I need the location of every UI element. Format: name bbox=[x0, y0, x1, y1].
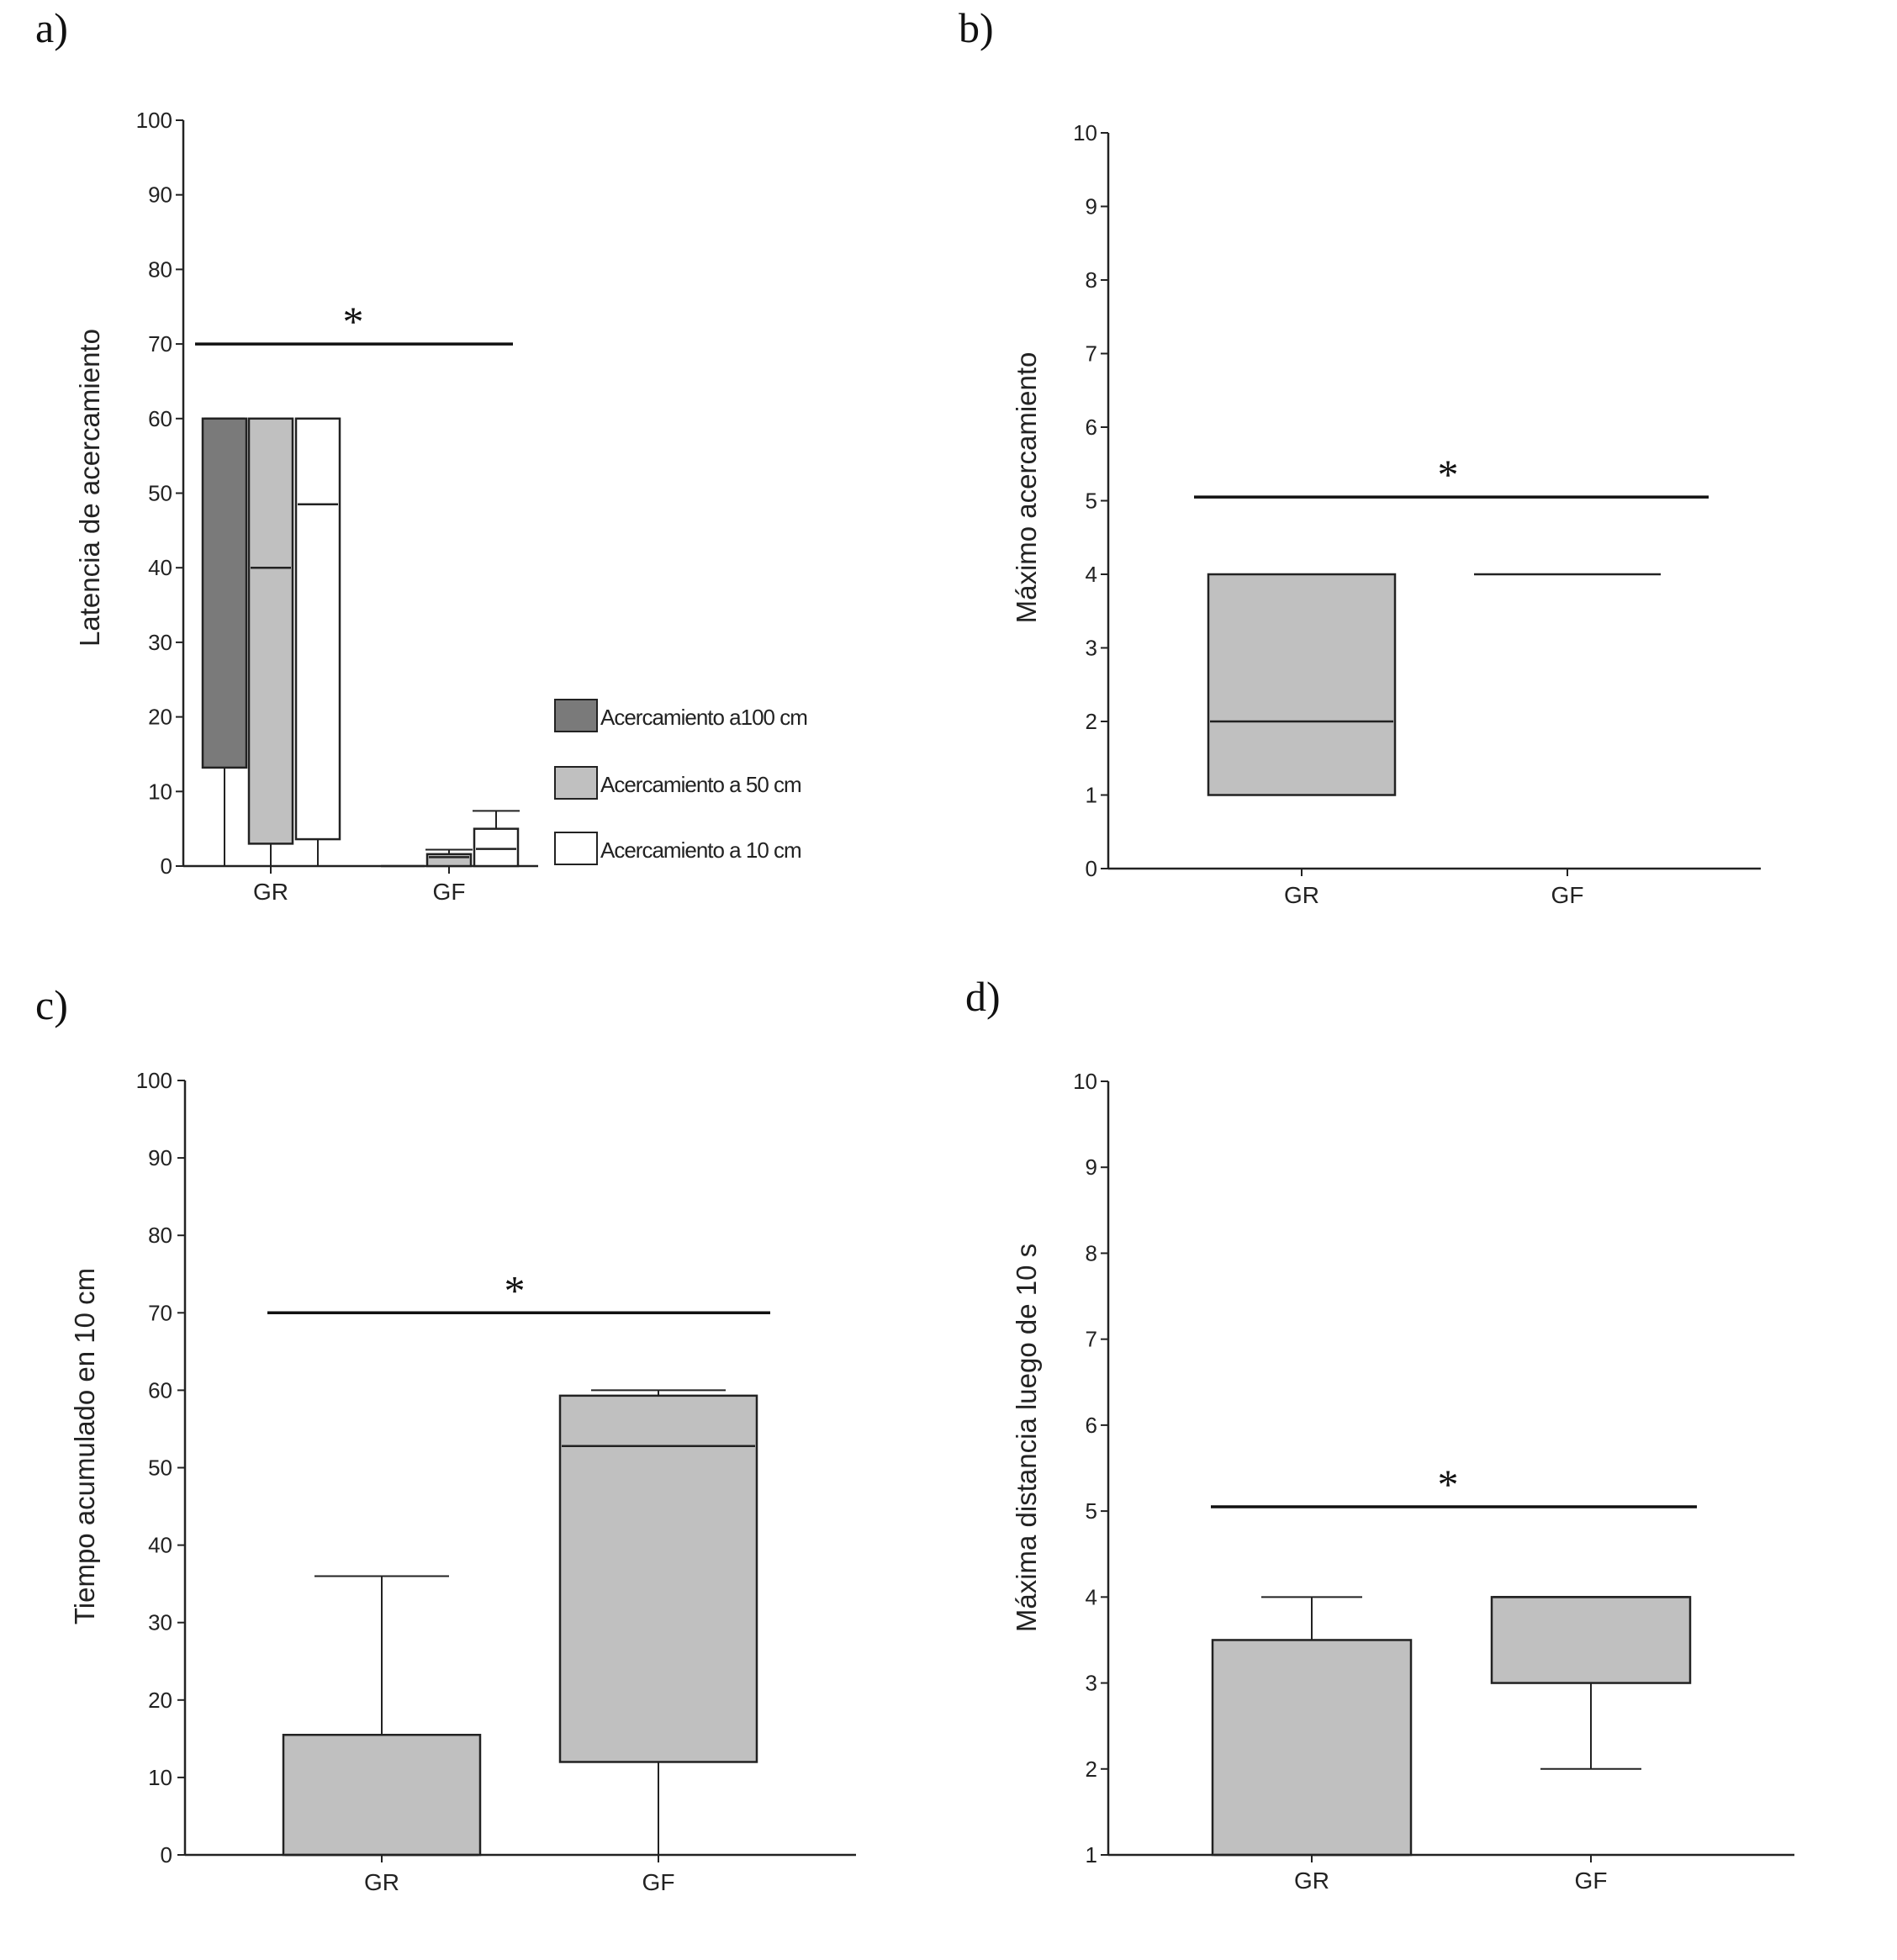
legend-swatch-50cm bbox=[554, 766, 598, 800]
y-tick-label: 8 bbox=[1086, 267, 1097, 293]
box-GR-0 bbox=[201, 417, 248, 866]
y-tick-label: 10 bbox=[148, 779, 172, 804]
x-tick-label: GF bbox=[1551, 882, 1584, 908]
legend-a: Acercamiento a100 cm Acercamiento a 50 c… bbox=[554, 699, 808, 865]
x-tick-label: GF bbox=[1575, 1868, 1608, 1894]
y-tick-label: 4 bbox=[1086, 562, 1097, 587]
y-tick-label: 0 bbox=[1086, 856, 1097, 881]
y-axis-title-d: Máxima distancia luego de 10 s bbox=[1011, 1244, 1042, 1632]
box-GF-2 bbox=[473, 810, 520, 868]
panel-label-c: c) bbox=[35, 981, 68, 1028]
y-tick-label: 80 bbox=[148, 256, 172, 282]
y-tick-label: 70 bbox=[148, 331, 172, 357]
x-tick-label: GF bbox=[433, 879, 466, 905]
y-tick-label: 70 bbox=[148, 1300, 172, 1325]
y-tick-label: 50 bbox=[148, 1455, 172, 1481]
box-GR-2 bbox=[294, 417, 341, 866]
significance-star: * bbox=[1438, 451, 1459, 498]
box-GR-1 bbox=[247, 417, 294, 866]
plot-area-d: 1 2 3 4 5 6 7 8 9 10 GR GF * bbox=[1073, 1069, 1794, 1894]
y-tick-label: 100 bbox=[136, 108, 172, 133]
y-tick-label: 40 bbox=[148, 1533, 172, 1558]
y-tick-label: 5 bbox=[1086, 489, 1097, 514]
y-tick-label: 10 bbox=[1073, 120, 1097, 145]
y-tick-label: 90 bbox=[148, 182, 172, 208]
panel-label-b: b) bbox=[959, 4, 994, 51]
y-tick-label: 3 bbox=[1086, 636, 1097, 661]
box-body bbox=[558, 1394, 758, 1763]
panel-d: d) Máxima distancia luego de 10 s 1 2 3 4 5 6… bbox=[965, 973, 1794, 1894]
panel-c: c) Tiempo acumulado en 10 cm 0 10 20 30 40 50… bbox=[35, 981, 856, 1895]
box-body bbox=[294, 417, 341, 841]
y-tick-label: 0 bbox=[161, 1842, 172, 1868]
legend-swatch-10cm bbox=[554, 832, 598, 865]
y-tick-label: 3 bbox=[1086, 1671, 1097, 1696]
legend-label-100cm: Acercamiento a100 cm bbox=[600, 705, 807, 730]
panel-b: b) Máximo acercamiento 0 1 2 3 4 5 6 7 8 9 10 GR GF * bbox=[959, 4, 1761, 908]
plot-area-b: 0 1 2 3 4 5 6 7 8 9 10 GR GF * bbox=[1073, 120, 1761, 908]
box-GF-1 bbox=[425, 848, 473, 868]
y-tick-label: 10 bbox=[1073, 1069, 1097, 1094]
y-tick-label: 8 bbox=[1086, 1240, 1097, 1265]
y-tick-label: 6 bbox=[1086, 415, 1097, 440]
x-tick-label: GF bbox=[642, 1869, 675, 1895]
y-tick-label: 4 bbox=[1086, 1584, 1097, 1609]
y-axis-title-b: Máximo acercamiento bbox=[1011, 352, 1042, 624]
y-tick-label: 50 bbox=[148, 481, 172, 506]
y-tick-label: 2 bbox=[1086, 1757, 1097, 1782]
plot-area-c: 0 10 20 30 40 50 60 70 80 90 100 GR GF * bbox=[136, 1068, 856, 1895]
y-tick-label: 10 bbox=[148, 1765, 172, 1790]
legend-label-50cm: Acercamiento a 50 cm bbox=[600, 772, 801, 797]
significance-star: * bbox=[505, 1266, 526, 1313]
box-body bbox=[1207, 573, 1397, 796]
y-axis-title-a: Latencia de acercamiento bbox=[74, 329, 105, 647]
y-tick-label: 60 bbox=[148, 406, 172, 431]
legend-swatch-100cm bbox=[554, 699, 598, 732]
y-tick-label: 90 bbox=[148, 1145, 172, 1170]
y-tick-label: 60 bbox=[148, 1377, 172, 1403]
y-tick-label: 7 bbox=[1086, 341, 1097, 367]
y-tick-label: 0 bbox=[161, 853, 172, 879]
y-tick-label: 9 bbox=[1086, 194, 1097, 219]
plot-area-a: 0 10 20 30 40 50 60 70 80 90 100 GR GF * bbox=[136, 108, 538, 905]
y-tick-label: 20 bbox=[148, 1688, 172, 1713]
y-tick-label: 100 bbox=[136, 1068, 172, 1093]
box-GR-0 bbox=[282, 1575, 482, 1857]
y-tick-label: 1 bbox=[1086, 783, 1097, 808]
x-tick-label: GR bbox=[253, 879, 288, 905]
y-tick-label: 30 bbox=[148, 630, 172, 655]
y-tick-label: 30 bbox=[148, 1610, 172, 1635]
y-tick-label: 6 bbox=[1086, 1413, 1097, 1438]
box-body bbox=[247, 417, 294, 845]
box-GR-0 bbox=[1211, 1596, 1413, 1857]
x-tick-label: GR bbox=[364, 1869, 399, 1895]
y-tick-label: 20 bbox=[148, 705, 172, 730]
box-GF-0 bbox=[1490, 1596, 1692, 1770]
x-tick-label: GR bbox=[1284, 882, 1319, 908]
box-body bbox=[1490, 1596, 1692, 1684]
y-axis-title-c: Tiempo acumulado en 10 cm bbox=[69, 1268, 100, 1625]
significance-star: * bbox=[1438, 1461, 1459, 1508]
panel-label-a: a) bbox=[35, 4, 68, 51]
y-tick-label: 80 bbox=[148, 1223, 172, 1248]
panel-label-d: d) bbox=[965, 973, 1001, 1020]
y-tick-label: 9 bbox=[1086, 1154, 1097, 1180]
y-tick-label: 2 bbox=[1086, 709, 1097, 734]
y-tick-label: 40 bbox=[148, 555, 172, 580]
y-tick-label: 5 bbox=[1086, 1498, 1097, 1524]
x-tick-label: GR bbox=[1294, 1868, 1329, 1894]
box-body bbox=[473, 827, 520, 868]
box-body bbox=[425, 853, 473, 868]
box-body bbox=[201, 417, 248, 769]
box-body bbox=[282, 1733, 482, 1857]
box-GR-0 bbox=[1207, 573, 1397, 796]
box-body bbox=[1211, 1639, 1413, 1857]
legend-label-10cm: Acercamiento a 10 cm bbox=[600, 837, 801, 863]
panel-a: a) Latencia de acercamiento 0 10 20 30 40 50 6… bbox=[35, 4, 808, 905]
y-tick-label: 7 bbox=[1086, 1327, 1097, 1352]
box-GF-0 bbox=[558, 1389, 758, 1855]
y-tick-label: 1 bbox=[1086, 1842, 1097, 1868]
significance-star: * bbox=[343, 298, 364, 345]
